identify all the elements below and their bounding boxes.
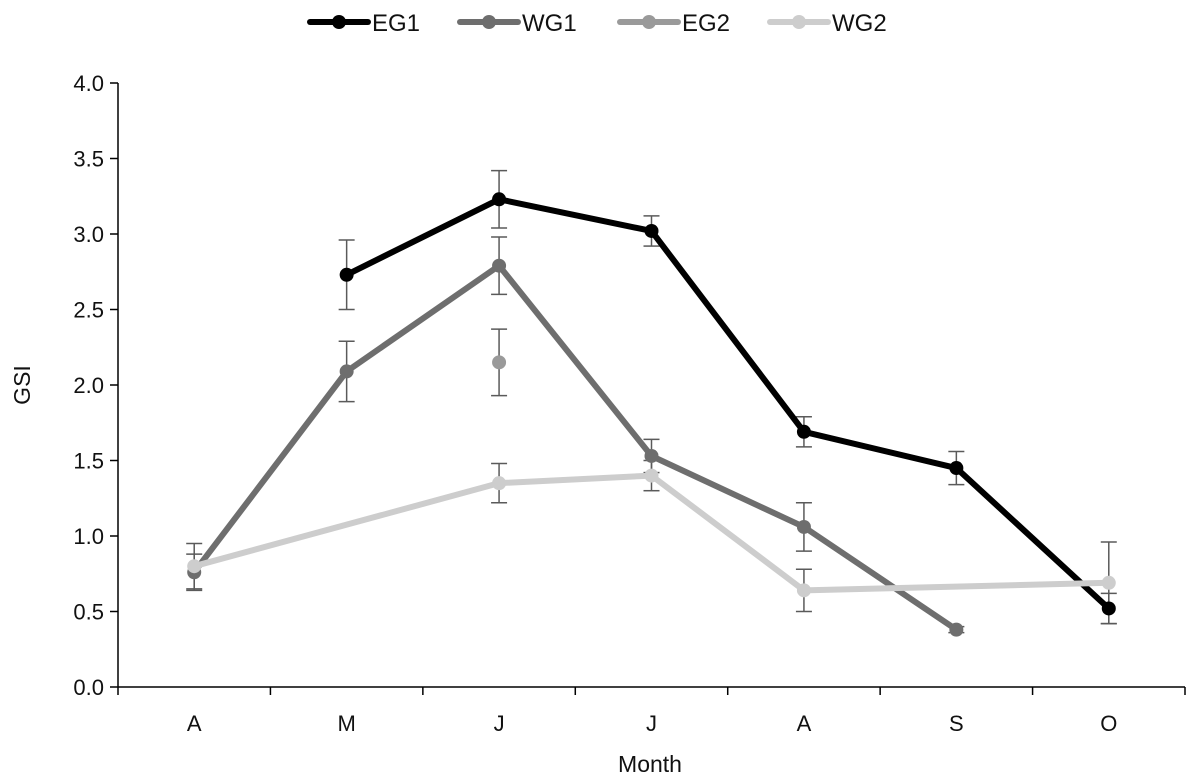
legend-label-eg2: EG2	[682, 10, 730, 37]
y-tick-label: 1.5	[73, 449, 104, 474]
x-tick-label: J	[494, 711, 505, 736]
legend-label-wg2: WG2	[832, 10, 887, 37]
legend-marker-eg2	[642, 15, 656, 29]
data-point-wg1	[339, 364, 354, 379]
data-point-eg1	[644, 223, 659, 238]
data-points	[187, 192, 1116, 637]
y-tick-label: 3.5	[73, 147, 104, 172]
y-tick-label: 4.0	[73, 71, 104, 96]
legend-item-wg2: WG2	[767, 10, 887, 37]
legend-marker-wg1	[482, 15, 496, 29]
series-line-wg2	[191, 472, 1112, 594]
y-tick-label: 3.0	[73, 222, 104, 247]
data-point-wg1	[949, 622, 964, 637]
data-point-wg2	[492, 476, 507, 491]
data-point-wg1	[644, 448, 659, 463]
legend: EG1 WG1 EG2 WG2	[307, 10, 887, 37]
legend-label-eg1: EG1	[372, 10, 420, 37]
x-tick-label: S	[949, 711, 964, 736]
x-tick-label: A	[187, 711, 202, 736]
legend-marker-eg1	[332, 15, 346, 29]
series-line-wg1	[191, 262, 960, 633]
data-point-wg1	[492, 258, 507, 273]
x-tick-label: A	[797, 711, 812, 736]
y-tick-label: 1.0	[73, 524, 104, 549]
data-point-eg1	[949, 461, 964, 476]
series-line-eg1	[343, 196, 1112, 612]
data-point-wg2	[644, 468, 659, 483]
series-lines	[191, 196, 1112, 633]
legend-label-wg1: WG1	[522, 10, 577, 37]
y-tick-label: 0.0	[73, 675, 104, 700]
data-point-eg2	[492, 355, 507, 370]
data-point-eg1	[492, 192, 507, 207]
x-tick-label: O	[1100, 711, 1117, 736]
y-axis-label: GSI	[9, 365, 35, 405]
data-point-wg2	[796, 583, 811, 598]
legend-item-eg1: EG1	[307, 10, 420, 37]
data-point-wg1	[796, 519, 811, 534]
legend-marker-wg2	[792, 15, 806, 29]
x-tick-label: J	[646, 711, 657, 736]
data-point-eg1	[339, 267, 354, 282]
axes: 0.0 0.5 1.0 1.5 2.0 2.5 3.0 3.5 4.0 A M J J A S O	[73, 71, 1186, 736]
data-point-eg1	[1101, 601, 1116, 616]
data-point-wg2	[1101, 575, 1116, 590]
x-axis-label: Month	[618, 751, 682, 777]
y-tick-label: 0.5	[73, 600, 104, 625]
data-point-eg1	[796, 424, 811, 439]
y-tick-label: 2.5	[73, 298, 104, 323]
y-tick-label: 2.0	[73, 373, 104, 398]
x-tick-label: M	[337, 711, 355, 736]
legend-item-wg1: WG1	[457, 10, 577, 37]
legend-item-eg2: EG2	[617, 10, 730, 37]
data-point-wg2	[187, 559, 202, 574]
